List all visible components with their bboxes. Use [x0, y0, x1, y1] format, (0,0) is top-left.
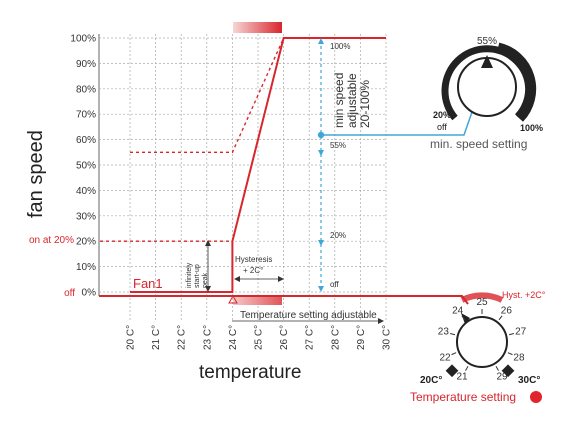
fan1-label: Fan1 — [133, 276, 163, 291]
temp-dial-30c: 30C° — [518, 375, 540, 386]
temp-dial-hyst-arc — [460, 292, 504, 303]
min-speed-arrow-mid1 — [318, 150, 324, 156]
x-axis-title: temperature — [199, 362, 301, 383]
min-speed-dial-55: 55% — [477, 36, 497, 47]
y-tick-label: 50% — [76, 161, 96, 172]
y-tick-label: 80% — [76, 84, 96, 95]
temp-knob — [456, 316, 508, 368]
x-tick-label: 27 C° — [305, 325, 316, 350]
temp-setting-dot-icon — [530, 391, 542, 403]
min-speed-line3: 20-100% — [358, 80, 372, 128]
y-tick-label: 40% — [76, 186, 96, 197]
x-tick-labels: 20 C° 21 C° 22 C° 23 C° 24 C° 25 C° 26 C° 27 C°… — [126, 325, 393, 350]
temp-dial-hyst: Hyst. +2C° — [502, 290, 546, 300]
startup-arrow-up — [205, 240, 211, 246]
top-gradient-bar — [233, 22, 282, 33]
y-tick-label: 10% — [76, 262, 96, 273]
min-speed-dial-20: 20% — [433, 110, 451, 120]
blue-label-off: off — [330, 280, 340, 289]
temp-dial-tick — [498, 315, 503, 321]
y-axis-title-wrap: fan speed — [25, 130, 47, 218]
min-speed-rotated-text: min speed adjustable 20-100% — [332, 73, 372, 128]
y-axis-title: fan speed — [25, 130, 47, 218]
dotted-startup-profile — [130, 37, 285, 154]
min-speed-arrow-mid2 — [318, 240, 324, 246]
y-tick-label: 90% — [76, 59, 96, 70]
temp-dial-right-marker — [501, 364, 515, 378]
temp-dial-tick-label: 27 — [515, 327, 527, 338]
min-speed-dial-100: 100% — [520, 123, 543, 133]
min-speed-dial: 55% 20% off 100% min. speed setting — [430, 36, 543, 151]
temp-dial-tick-label: 29 — [496, 372, 508, 383]
temp-dial-tick-label: 25 — [476, 297, 488, 308]
blue-label-55: 55% — [330, 141, 346, 150]
temp-dial-tick-label: 26 — [501, 305, 513, 316]
temp-dial-20c: 20C° — [420, 375, 442, 386]
temp-dial-tick-label: 28 — [513, 352, 525, 363]
y-tick-label: 100% — [70, 34, 96, 45]
x-tick-label: 26 C° — [279, 325, 290, 350]
fan1-series-line — [130, 37, 386, 293]
temp-setting-caption: Temperature setting — [410, 390, 516, 404]
temp-dial-tick-label: 21 — [456, 372, 468, 383]
y-tick-label: 60% — [76, 135, 96, 146]
blue-label-100: 100% — [330, 42, 350, 51]
min-speed-pointer-icon — [481, 55, 493, 68]
temp-connector — [400, 295, 469, 305]
off-label: off — [64, 288, 75, 299]
startup-peak-text: infinitely start-up peak — [186, 262, 209, 288]
x-tick-label: 29 C° — [356, 325, 367, 350]
temp-dial-tick — [507, 352, 513, 356]
x-tick-label: 24 C° — [228, 325, 239, 350]
bottom-gradient-bar — [233, 296, 282, 305]
y-tick-label: 30% — [76, 211, 96, 222]
y-tick-label: 20% — [76, 237, 96, 248]
temp-dial-tick — [495, 365, 499, 371]
x-tick-label: 30 C° — [382, 325, 393, 350]
y-tick-label: 0% — [82, 288, 97, 299]
min-speed-arrow-down — [318, 286, 324, 292]
min-speed-dial-arc-thick — [496, 42, 537, 122]
startup-arrow-down — [205, 286, 211, 292]
temp-dial-tick-label: 23 — [438, 327, 450, 338]
hysteresis-label-2: + 2C° — [243, 266, 263, 275]
startup-peak-line1: infinitely — [186, 262, 193, 288]
temp-dial-tick — [465, 365, 469, 371]
temp-dial-tick — [451, 352, 457, 356]
on-at-20-label: on at 20% — [29, 235, 74, 246]
temp-adjustable-arrow-head — [378, 318, 384, 324]
start-triangle-icon — [228, 294, 238, 304]
hysteresis-arrow-right — [278, 276, 284, 282]
x-tick-label: 28 C° — [330, 325, 341, 350]
temp-dial-tick — [449, 332, 456, 336]
y-tick-label: 70% — [76, 110, 96, 121]
min-speed-line2: adjustable — [345, 73, 359, 128]
temp-dial-left-marker — [445, 364, 459, 378]
min-speed-arrow-up — [318, 38, 324, 44]
temp-setting-adjustable: Temperature setting adjustable — [240, 310, 377, 321]
temp-dial-tick — [508, 332, 515, 336]
min-speed-line1: min speed — [332, 73, 346, 128]
temp-pointer-icon — [461, 313, 470, 324]
blue-label-20: 20% — [330, 231, 346, 240]
y-tick-labels: 0% 10% 20% 30% 40% 50% 60% 70% 80% 90% 100% — [70, 34, 96, 299]
x-tick-label: 22 C° — [177, 325, 188, 350]
x-tick-label: 23 C° — [202, 325, 213, 350]
startup-peak-line2: start-up — [194, 264, 201, 288]
min-speed-dial-off: off — [437, 122, 447, 132]
startup-peak-line3: peak — [202, 272, 209, 288]
x-tick-label: 25 C° — [254, 325, 265, 350]
temp-dial-tick-label: 24 — [452, 305, 464, 316]
temp-dial-tick-label: 22 — [439, 352, 451, 363]
hysteresis-arrow-left — [234, 276, 240, 282]
x-tick-label: 21 C° — [151, 325, 162, 350]
min-speed-caption: min. speed setting — [430, 137, 527, 151]
x-tick-label: 20 C° — [126, 325, 137, 350]
hysteresis-label-1: Hysteresis — [235, 255, 272, 264]
temp-dial-tick — [461, 315, 466, 321]
